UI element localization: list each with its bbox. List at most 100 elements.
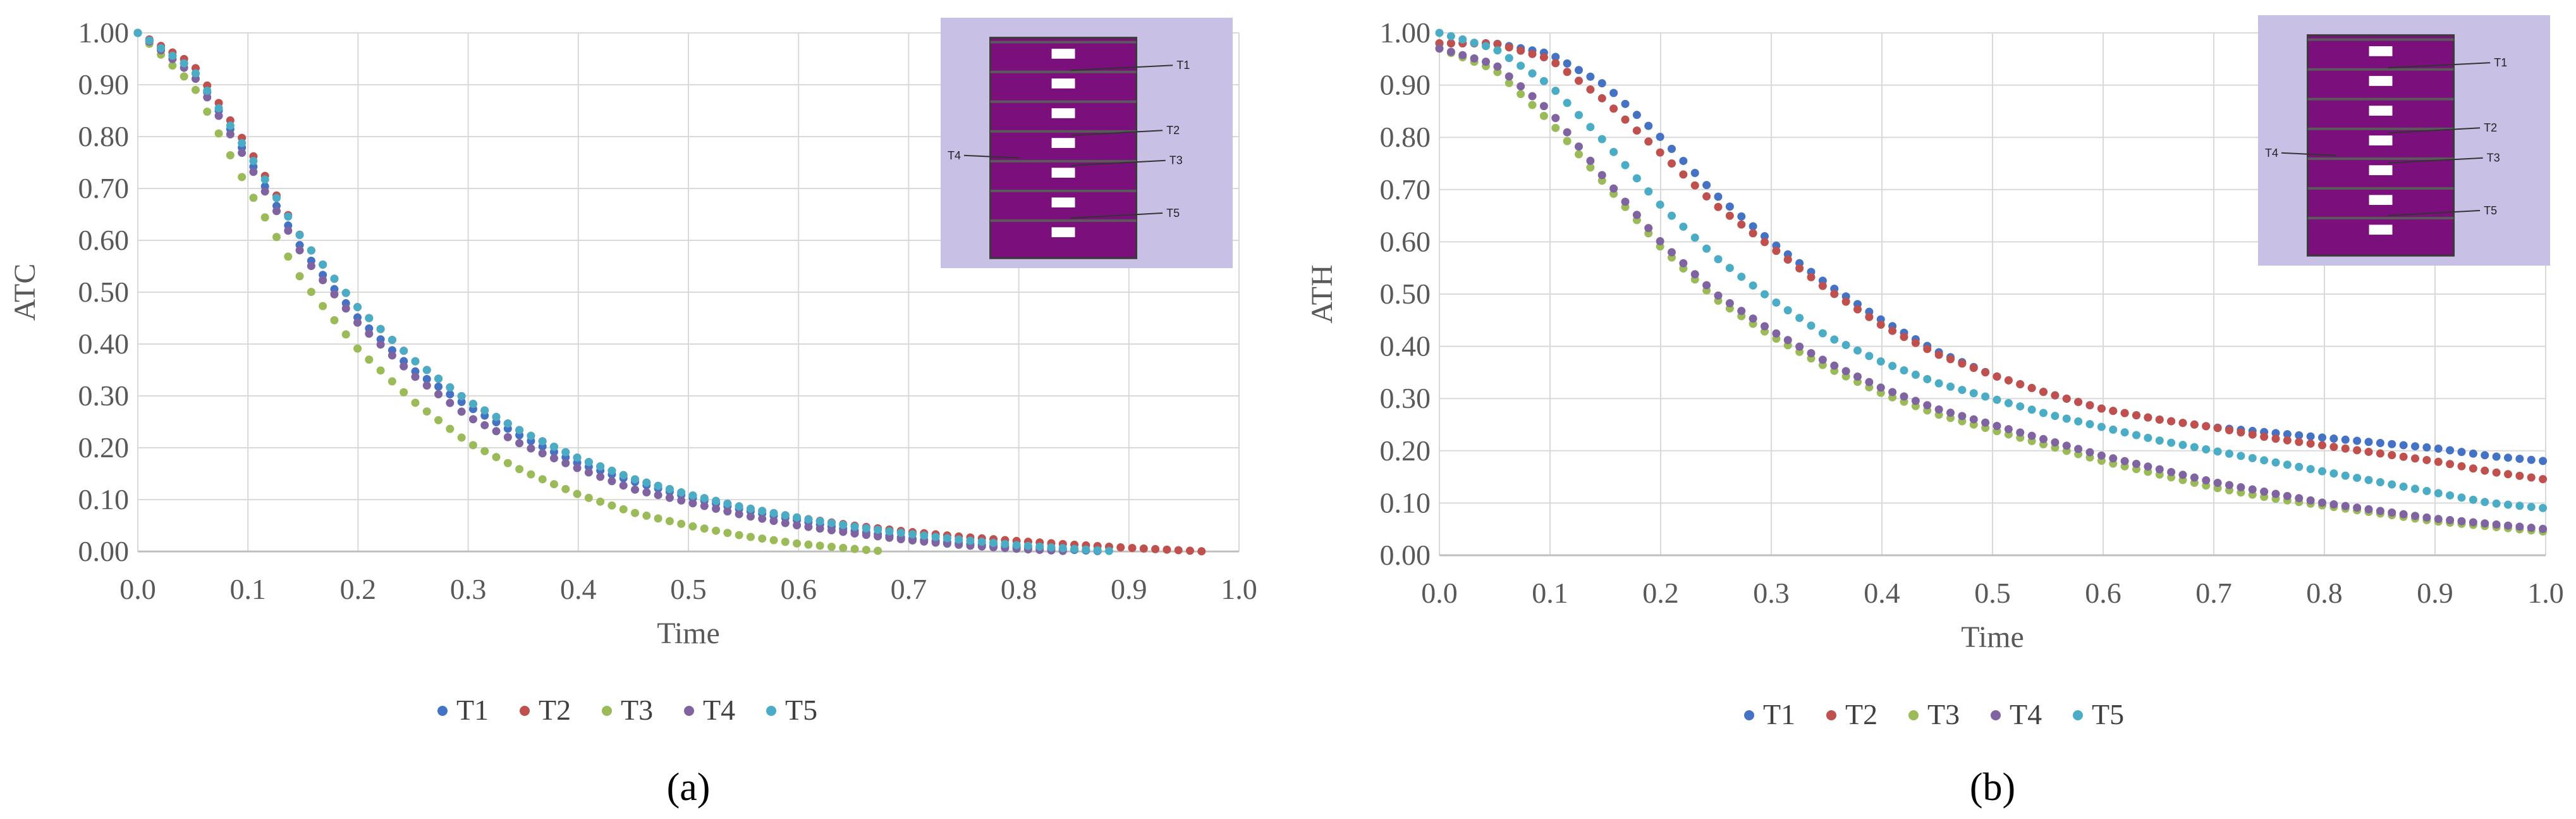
chart-a-point-t4 (746, 512, 755, 521)
chart-a-point-t4 (584, 468, 593, 477)
chart-b-point-t2 (2132, 411, 2140, 420)
chart-a-x-tick-label: 1.0 (1221, 573, 1257, 605)
chart-a-point-t3 (365, 355, 374, 364)
chart-a-drawer-slot (1051, 78, 1075, 89)
chart-b-point-t1 (1656, 132, 1664, 141)
chart-b-point-t5 (1517, 61, 1525, 70)
chart-b-point-t4 (2446, 515, 2455, 524)
chart-b-point-t3 (1575, 150, 1583, 159)
chart-a-inset: T1 T2 T3 T4 T5 (941, 18, 1233, 268)
chart-b-point-t5 (2527, 503, 2536, 512)
chart-a-legend-marker-t3 (602, 706, 612, 716)
chart-b-point-t2 (2353, 446, 2362, 455)
chart-b-point-t2 (1900, 333, 1908, 342)
chart-b-point-t4 (2539, 524, 2548, 533)
chart-a-y-tick-label: 0.50 (78, 276, 130, 308)
chart-a-series-t5 (133, 28, 1113, 555)
chart-b-point-t2 (2457, 462, 2466, 471)
chart-b-point-t2 (1644, 137, 1653, 146)
chart-a-point-t5 (468, 400, 477, 409)
chart-b-point-t4 (2434, 515, 2443, 524)
chart-b-point-t4 (2016, 428, 2025, 437)
chart-a-point-t5 (515, 426, 524, 434)
chart-a-point-t4 (527, 444, 535, 453)
chart-a-point-t3 (619, 505, 628, 514)
chart-b-point-t4 (1876, 383, 1885, 392)
chart-a-point-t3 (307, 288, 315, 297)
chart-b-point-t4 (1900, 392, 1908, 401)
chart-b-point-t1 (1714, 192, 1723, 201)
chart-b-point-t5 (1865, 352, 1874, 360)
chart-b-point-t2 (2062, 394, 2071, 403)
chart-a-legend: T1 T2 T3 T4 T5 (437, 694, 817, 726)
chart-b-point-t4 (2353, 503, 2362, 512)
chart-a-point-t5 (769, 508, 778, 517)
chart-a-point-t5 (955, 535, 963, 544)
chart-b-point-t5 (2074, 417, 2083, 426)
chart-b-point-t2 (2097, 404, 2106, 413)
chart-b-point-t5 (2155, 436, 2164, 445)
chart-a-x-tick-label: 0.7 (891, 573, 927, 605)
chart-a-point-t2 (1116, 543, 1125, 552)
chart-b-point-t4 (2167, 467, 2176, 476)
chart-b-point-t2 (1656, 148, 1664, 157)
chart-a-point-t3 (700, 524, 709, 533)
chart-a-point-t3 (596, 497, 605, 506)
chart-b-point-t5 (2132, 431, 2140, 440)
chart-b-point-t5 (1609, 147, 1618, 156)
chart-b-point-t2 (1772, 247, 1781, 256)
chart-a-point-t5 (1093, 546, 1102, 555)
chart-a-point-t5 (943, 534, 951, 543)
chart-b-point-t2 (2306, 439, 2315, 448)
chart-a-legend-label-t3: T3 (621, 694, 653, 726)
chart-b-drawer-slot (2369, 195, 2393, 206)
chart-a-x-tick-label: 0.6 (780, 573, 817, 605)
chart-a-point-t2 (1163, 545, 1171, 554)
chart-a-x-axis-title: Time (657, 617, 720, 650)
chart-a-point-t5 (966, 536, 975, 545)
chart-a-point-t5 (908, 530, 917, 539)
chart-b-point-t4 (1795, 342, 1804, 351)
chart-a-point-t3 (688, 522, 697, 531)
chart-b-legend-marker-t1 (1744, 710, 1754, 720)
chart-b-point-t5 (2469, 495, 2477, 504)
chart-a-point-t4 (341, 304, 350, 313)
chart-b-point-t1 (2515, 454, 2524, 463)
chart-b-point-t2 (2085, 401, 2094, 410)
chart-b-point-t4 (1644, 224, 1653, 233)
chart-b-point-t5 (1969, 389, 1978, 398)
chart-a-point-t3 (203, 108, 212, 116)
chart-b-point-t2 (2155, 415, 2164, 424)
chart-b-point-t5 (1946, 382, 1955, 391)
chart-a-leader-line (1070, 159, 1166, 166)
chart-b-point-t1 (2457, 448, 2466, 457)
chart-a-point-t2 (1139, 544, 1148, 553)
chart-a-drawer-slot (1051, 138, 1075, 148)
chart-a-x-tick-label: 0.2 (340, 573, 377, 605)
chart-a-point-t4 (307, 262, 315, 271)
chart-b-point-t4 (2120, 457, 2129, 465)
chart-b-y-tick-label: 0.30 (1380, 382, 1431, 414)
chart-b-point-t4 (2039, 434, 2048, 443)
chart-b-point-t2 (1911, 338, 1920, 347)
chart-b-x-tick-label: 0.7 (2195, 577, 2232, 609)
chart-a-point-t4 (688, 499, 697, 508)
chart-b-y-tick-label: 0.70 (1380, 173, 1431, 206)
chart-b-point-t4 (2132, 459, 2140, 468)
chart-a-point-t4 (631, 485, 640, 494)
chart-b-point-t4 (2481, 519, 2489, 528)
chart-b-point-t4 (1934, 405, 1943, 414)
chart-b-point-t5 (2213, 447, 2222, 456)
chart-b-point-t2 (2388, 451, 2396, 460)
chart-b-leader-line (2388, 127, 2481, 134)
chart-b-point-t2 (1714, 202, 1723, 211)
chart-a-point-t3 (815, 541, 824, 550)
chart-a-point-t3 (723, 529, 732, 538)
chart-a-point-t5 (446, 383, 455, 392)
chart-a-point-t5 (561, 448, 570, 457)
chart-a-point-t4 (503, 433, 512, 441)
chart-b-drawer-slot (2369, 76, 2393, 86)
chart-b-point-t4 (2492, 520, 2501, 529)
chart-a-point-t1 (422, 374, 431, 383)
chart-b-point-t5 (1656, 200, 1664, 209)
